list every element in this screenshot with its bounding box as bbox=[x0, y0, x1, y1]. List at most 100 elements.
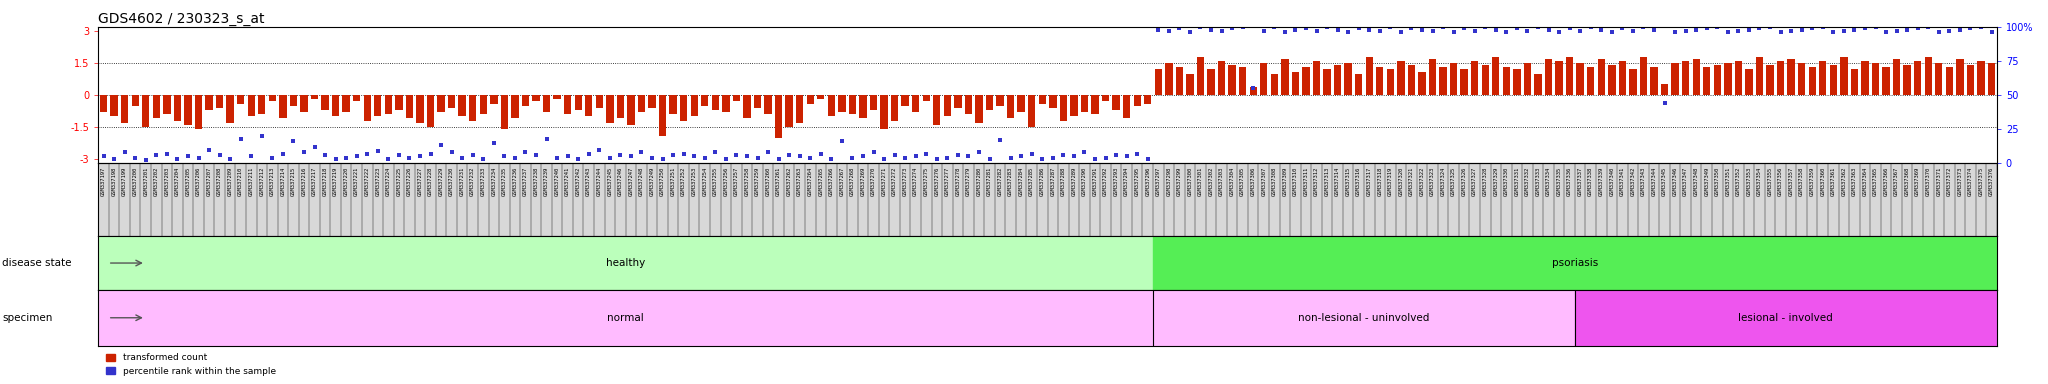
Text: GSM337373: GSM337373 bbox=[1958, 167, 1962, 196]
Text: GSM337257: GSM337257 bbox=[733, 167, 739, 196]
Point bbox=[1565, 28, 1597, 34]
Point bbox=[1880, 28, 1913, 34]
Text: GSM337309: GSM337309 bbox=[1282, 167, 1288, 196]
Point bbox=[614, 153, 647, 159]
Text: GSM337235: GSM337235 bbox=[502, 167, 506, 196]
Bar bbox=[174, 95, 180, 121]
Text: GSM337331: GSM337331 bbox=[1513, 167, 1520, 196]
Bar bbox=[512, 95, 518, 119]
Point bbox=[98, 156, 131, 162]
Point bbox=[487, 153, 520, 159]
Point bbox=[1722, 28, 1755, 34]
Text: GSM337254: GSM337254 bbox=[702, 167, 707, 196]
Point bbox=[909, 151, 942, 157]
Point bbox=[498, 155, 530, 161]
Text: GSM337225: GSM337225 bbox=[397, 167, 401, 196]
Bar bbox=[1440, 67, 1446, 95]
Text: GSM337270: GSM337270 bbox=[870, 167, 877, 196]
Point bbox=[1501, 25, 1534, 31]
Bar bbox=[1260, 63, 1268, 95]
Bar bbox=[616, 95, 625, 119]
Bar bbox=[1460, 70, 1468, 95]
Point bbox=[119, 155, 152, 161]
Bar bbox=[1356, 74, 1362, 95]
Point bbox=[1542, 29, 1575, 35]
Bar bbox=[322, 95, 330, 110]
Text: GSM337327: GSM337327 bbox=[1473, 167, 1477, 196]
Point bbox=[1860, 24, 1892, 30]
Bar bbox=[997, 95, 1004, 106]
Text: GSM337280: GSM337280 bbox=[977, 167, 981, 196]
Point bbox=[319, 156, 352, 162]
Bar bbox=[1155, 70, 1161, 95]
Point bbox=[1923, 29, 1956, 35]
Point bbox=[993, 155, 1026, 161]
Bar bbox=[807, 95, 813, 104]
Point bbox=[1806, 24, 1839, 30]
Text: GSM337258: GSM337258 bbox=[745, 167, 750, 196]
Bar bbox=[649, 95, 655, 108]
Bar bbox=[838, 95, 846, 112]
Text: GSM337338: GSM337338 bbox=[1589, 167, 1593, 196]
Text: GSM337249: GSM337249 bbox=[649, 167, 655, 196]
Bar bbox=[1704, 67, 1710, 95]
Bar bbox=[1872, 63, 1880, 95]
Point bbox=[657, 152, 690, 158]
Text: GSM337236: GSM337236 bbox=[512, 167, 518, 196]
Bar bbox=[774, 95, 782, 137]
Text: GSM337319: GSM337319 bbox=[1389, 167, 1393, 196]
Text: GSM337291: GSM337291 bbox=[1092, 167, 1098, 196]
Text: GSM337274: GSM337274 bbox=[913, 167, 918, 196]
Point bbox=[772, 152, 805, 158]
Text: GSM337306: GSM337306 bbox=[1251, 167, 1255, 196]
Bar bbox=[416, 95, 424, 123]
Text: GSM337352: GSM337352 bbox=[1737, 167, 1741, 196]
Bar bbox=[1597, 59, 1606, 95]
Bar bbox=[553, 95, 561, 99]
Bar bbox=[1946, 67, 1954, 95]
Point bbox=[932, 155, 965, 161]
Text: GSM337261: GSM337261 bbox=[776, 167, 780, 196]
Text: GSM337215: GSM337215 bbox=[291, 167, 295, 196]
Bar bbox=[352, 95, 360, 101]
Point bbox=[1933, 28, 1966, 34]
Bar bbox=[1989, 63, 1995, 95]
Point bbox=[942, 152, 975, 158]
Text: GSM337324: GSM337324 bbox=[1440, 167, 1446, 196]
Bar bbox=[121, 95, 129, 123]
Point bbox=[350, 151, 383, 157]
Point bbox=[1069, 149, 1102, 156]
Bar bbox=[975, 95, 983, 123]
Bar bbox=[238, 95, 244, 104]
Bar bbox=[1745, 70, 1753, 95]
Bar bbox=[500, 95, 508, 129]
Bar bbox=[786, 95, 793, 127]
Text: GSM337345: GSM337345 bbox=[1663, 167, 1667, 196]
Text: GSM337342: GSM337342 bbox=[1630, 167, 1636, 196]
Bar bbox=[154, 95, 160, 119]
Point bbox=[1290, 25, 1323, 31]
Bar bbox=[711, 95, 719, 110]
Text: GSM337212: GSM337212 bbox=[260, 167, 264, 196]
Text: GSM337360: GSM337360 bbox=[1821, 167, 1825, 196]
Bar bbox=[1503, 67, 1509, 95]
Point bbox=[1427, 24, 1460, 30]
Bar bbox=[1059, 95, 1067, 121]
Bar bbox=[700, 95, 709, 106]
Text: GSM337286: GSM337286 bbox=[1040, 167, 1044, 196]
Bar bbox=[1915, 61, 1921, 95]
Point bbox=[1796, 25, 1829, 31]
Bar bbox=[985, 95, 993, 110]
Text: GSM337250: GSM337250 bbox=[659, 167, 666, 196]
Text: GSM337226: GSM337226 bbox=[408, 167, 412, 196]
Bar bbox=[670, 95, 676, 114]
Text: GSM337209: GSM337209 bbox=[227, 167, 233, 196]
Text: GSM337295: GSM337295 bbox=[1135, 167, 1139, 196]
Text: GSM337260: GSM337260 bbox=[766, 167, 770, 196]
Text: GSM337199: GSM337199 bbox=[123, 167, 127, 196]
Bar bbox=[1145, 95, 1151, 104]
Bar bbox=[1133, 95, 1141, 106]
Bar bbox=[1270, 74, 1278, 95]
Text: GSM337318: GSM337318 bbox=[1378, 167, 1382, 196]
Text: GSM337305: GSM337305 bbox=[1241, 167, 1245, 196]
